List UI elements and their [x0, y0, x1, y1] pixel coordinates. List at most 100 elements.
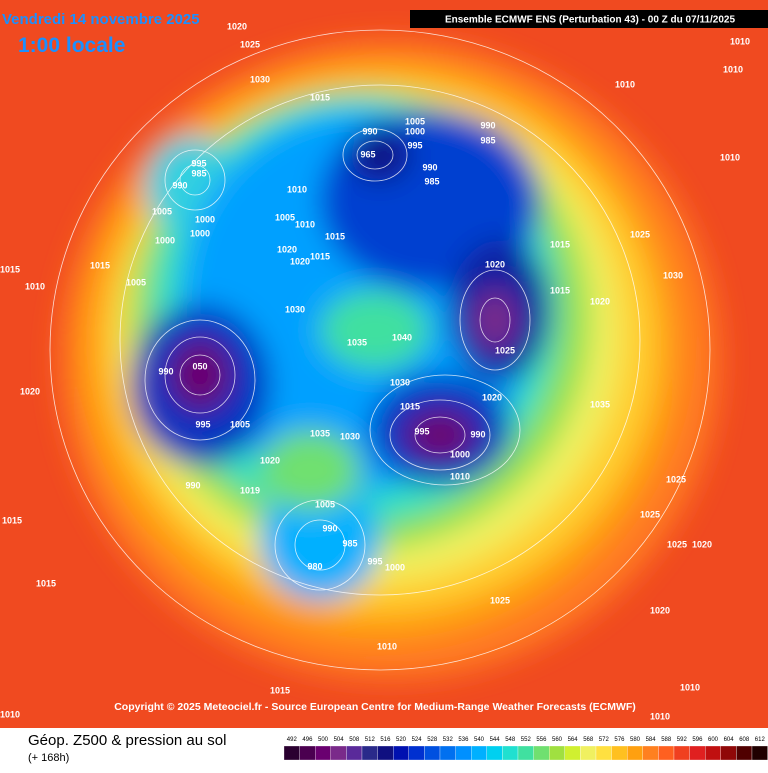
pressure-label: 1005	[230, 419, 250, 429]
pressure-label: 990	[362, 126, 377, 136]
pressure-label: 1010	[650, 711, 670, 721]
pressure-label: 1040	[392, 332, 412, 342]
color-swatch	[658, 745, 675, 761]
color-swatch	[642, 745, 659, 761]
legend-title: Géop. Z500 & pression au sol	[28, 732, 226, 749]
pressure-label: 1000	[195, 214, 215, 224]
model-info: Ensemble ECMWF ENS (Perturbation 43) - 0…	[445, 15, 736, 26]
level-label: 500	[318, 737, 329, 743]
level-label: 512	[365, 737, 376, 743]
level-label: 600	[708, 737, 719, 743]
pressure-label: 980	[307, 561, 322, 571]
level-label: 596	[692, 737, 703, 743]
copyright: Copyright © 2025 Meteociel.fr - Source E…	[114, 701, 636, 713]
pressure-label: 1010	[450, 471, 470, 481]
color-swatch	[346, 745, 363, 761]
pressure-label: 1025	[490, 595, 510, 605]
pressure-label: 1025	[240, 39, 260, 49]
level-label: 556	[536, 737, 547, 743]
pressure-label: 990	[470, 429, 485, 439]
color-swatch	[595, 745, 612, 761]
color-swatch	[455, 745, 472, 761]
colorbar: 492 496 500 504 508 512 516 520 524 528 532 536 540 5…	[283, 737, 768, 761]
color-swatch	[486, 745, 503, 761]
color-swatch	[517, 745, 534, 761]
pressure-label: 1035	[347, 337, 367, 347]
color-swatch	[736, 745, 753, 761]
pressure-label: 1000	[155, 235, 175, 245]
pressure-label: 1025	[666, 474, 686, 484]
pressure-label: 1015	[36, 578, 56, 588]
color-swatch	[315, 745, 331, 761]
level-label: 544	[490, 737, 501, 743]
pressure-label: 1025	[667, 539, 687, 549]
pressure-label: 1010	[615, 79, 635, 89]
level-label: 552	[521, 737, 532, 743]
pressure-label: 1035	[310, 428, 330, 438]
level-label: 608	[739, 737, 750, 743]
color-swatch	[471, 745, 487, 761]
pressure-label: 965	[360, 149, 375, 159]
pressure-label: 985	[424, 176, 439, 186]
level-label: 580	[630, 737, 641, 743]
model-banner	[410, 10, 768, 28]
level-label: 588	[661, 737, 672, 743]
level-label: 532	[443, 737, 454, 743]
color-swatch	[408, 745, 425, 761]
level-label: 492	[287, 737, 298, 743]
pressure-label: 1000	[450, 449, 470, 459]
color-swatch	[611, 745, 628, 761]
pressure-label: 1015	[325, 231, 345, 241]
date: Vendredi 14 novembre 2025	[2, 11, 200, 28]
color-swatch	[393, 745, 409, 761]
pressure-label: 1010	[287, 184, 307, 194]
pressure-label: 1005	[126, 277, 146, 287]
pressure-label: 1019	[240, 485, 260, 495]
pressure-label: 1030	[285, 304, 305, 314]
pressure-label: 1015	[90, 260, 110, 270]
color-swatch	[377, 745, 394, 761]
pressure-label: 1020	[260, 455, 280, 465]
pressure-label: 1010	[377, 641, 397, 651]
pressure-label: 990	[172, 180, 187, 190]
level-label: 592	[677, 737, 688, 743]
level-label: 576	[614, 737, 625, 743]
pressure-label: 995	[195, 419, 210, 429]
pressure-label: 985	[191, 168, 206, 178]
level-label: 540	[474, 737, 485, 743]
color-swatch	[720, 745, 737, 761]
pressure-label: 985	[480, 135, 495, 145]
pressure-label: 995	[407, 140, 422, 150]
pressure-label: 1020	[590, 296, 610, 306]
pressure-label: 995	[414, 426, 429, 436]
pressure-label: 1025	[640, 509, 660, 519]
pressure-label: 1025	[495, 345, 515, 355]
pressure-label: 1035	[590, 399, 610, 409]
pressure-label: 1005	[275, 212, 295, 222]
level-label: 604	[724, 737, 735, 743]
pressure-label: 995	[191, 158, 206, 168]
level-label: 504	[334, 737, 345, 743]
level-label: 548	[505, 737, 516, 743]
pressure-label: 1020	[290, 256, 310, 266]
pressure-label: 1020	[692, 539, 712, 549]
pressure-label: 1030	[390, 377, 410, 387]
color-swatch	[751, 745, 768, 761]
pressure-label: 990	[322, 523, 337, 533]
pressure-label: 1015	[310, 251, 330, 261]
pressure-label: 1020	[650, 605, 670, 615]
level-label: 496	[302, 737, 313, 743]
pressure-label: 1010	[723, 64, 743, 74]
color-swatch	[673, 745, 690, 761]
color-swatch	[705, 745, 721, 761]
color-swatch	[533, 745, 550, 761]
pressure-label: 1020	[482, 392, 502, 402]
pressure-label: 1000	[385, 562, 405, 572]
pressure-label: 990	[480, 120, 495, 130]
color-swatch	[439, 745, 456, 761]
level-label: 528	[427, 737, 438, 743]
pressure-label: 1020	[227, 21, 247, 31]
pressure-label: 1010	[25, 281, 45, 291]
pressure-label: 985	[342, 538, 357, 548]
pressure-label: 990	[158, 366, 173, 376]
